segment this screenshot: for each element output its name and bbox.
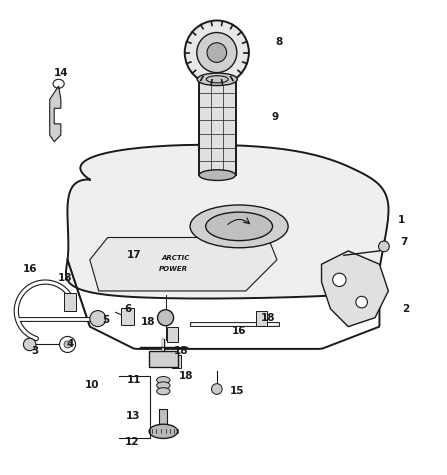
Text: 18: 18 bbox=[178, 370, 193, 380]
Circle shape bbox=[64, 341, 71, 348]
Text: 9: 9 bbox=[271, 112, 278, 122]
Text: 4: 4 bbox=[66, 340, 73, 350]
Circle shape bbox=[23, 338, 36, 351]
Text: 18: 18 bbox=[174, 346, 189, 356]
Polygon shape bbox=[321, 251, 388, 327]
Ellipse shape bbox=[206, 212, 273, 241]
Text: ARCTIC: ARCTIC bbox=[161, 255, 190, 261]
Text: POWER: POWER bbox=[159, 266, 188, 272]
Circle shape bbox=[207, 43, 227, 62]
Ellipse shape bbox=[156, 388, 170, 395]
Ellipse shape bbox=[199, 170, 236, 180]
Text: 1: 1 bbox=[398, 215, 405, 225]
Circle shape bbox=[157, 310, 173, 326]
Circle shape bbox=[356, 296, 367, 308]
Circle shape bbox=[211, 384, 222, 394]
Circle shape bbox=[59, 336, 76, 352]
Ellipse shape bbox=[156, 377, 170, 384]
Text: 3: 3 bbox=[31, 346, 38, 356]
Bar bbox=[122, 308, 134, 325]
Polygon shape bbox=[66, 145, 388, 298]
Text: 12: 12 bbox=[125, 437, 139, 447]
Polygon shape bbox=[90, 238, 277, 291]
Circle shape bbox=[333, 273, 346, 286]
Text: 15: 15 bbox=[230, 386, 244, 396]
Text: 16: 16 bbox=[22, 264, 37, 274]
Text: 13: 13 bbox=[126, 411, 141, 421]
Bar bbox=[172, 355, 181, 368]
Text: 18: 18 bbox=[261, 313, 275, 323]
Text: 18: 18 bbox=[58, 273, 72, 283]
Text: 11: 11 bbox=[127, 375, 142, 385]
Text: 18: 18 bbox=[140, 317, 155, 327]
Ellipse shape bbox=[190, 205, 288, 248]
Text: 2: 2 bbox=[403, 304, 410, 314]
Circle shape bbox=[379, 241, 389, 252]
Text: 8: 8 bbox=[276, 38, 283, 48]
Bar bbox=[167, 327, 177, 342]
Text: 5: 5 bbox=[102, 315, 109, 325]
Ellipse shape bbox=[149, 424, 177, 438]
Text: 17: 17 bbox=[127, 250, 142, 260]
Circle shape bbox=[90, 311, 106, 327]
Bar bbox=[256, 311, 267, 326]
Bar bbox=[159, 409, 167, 427]
Bar bbox=[149, 351, 178, 367]
Text: 10: 10 bbox=[85, 380, 99, 390]
Text: 7: 7 bbox=[400, 237, 408, 247]
Bar bbox=[199, 79, 236, 175]
Circle shape bbox=[197, 32, 237, 73]
Text: 6: 6 bbox=[124, 304, 131, 314]
Bar bbox=[63, 293, 76, 311]
Text: 16: 16 bbox=[232, 326, 246, 336]
Ellipse shape bbox=[197, 73, 237, 86]
Ellipse shape bbox=[156, 382, 170, 389]
Circle shape bbox=[185, 20, 249, 85]
Polygon shape bbox=[50, 86, 61, 142]
Text: 14: 14 bbox=[54, 67, 68, 77]
